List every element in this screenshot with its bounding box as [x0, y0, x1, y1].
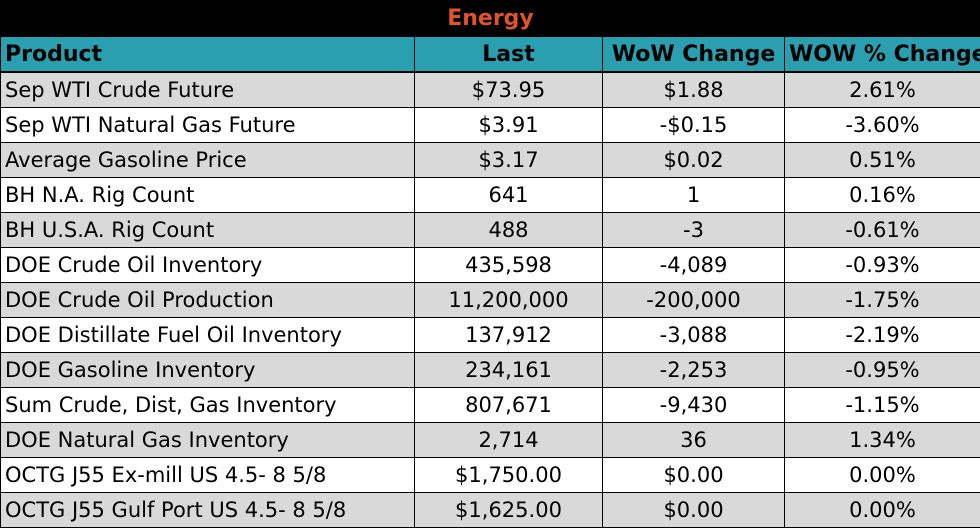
product-cell: Sum Crude, Dist, Gas Inventory — [0, 387, 415, 423]
product-cell: DOE Natural Gas Inventory — [0, 422, 415, 458]
wow-pct-change-cell: 2.61% — [784, 71, 980, 108]
last-cell: 11,200,000 — [414, 282, 603, 318]
table-row: OCTG J55 Gulf Port US 4.5- 8 5/8 $1,625.0… — [0, 492, 980, 528]
wow-pct-change-cell: -2.19% — [784, 317, 980, 353]
wow-pct-change-cell: 0.00% — [784, 457, 980, 493]
table-row: Average Gasoline Price $3.17 $0.02 0.51% — [0, 142, 980, 178]
last-cell: $1,625.00 — [414, 492, 603, 528]
wow-change-cell: -3,088 — [602, 317, 785, 353]
title-row: Energy — [0, 0, 980, 37]
product-cell: BH N.A. Rig Count — [0, 177, 415, 213]
last-cell: 807,671 — [414, 387, 603, 423]
last-cell: 488 — [414, 212, 603, 248]
product-cell: BH U.S.A. Rig Count — [0, 212, 415, 248]
wow-change-cell: $1.88 — [602, 71, 785, 108]
product-cell: Sep WTI Natural Gas Future — [0, 107, 415, 143]
last-cell: 137,912 — [414, 317, 603, 353]
product-cell: Sep WTI Crude Future — [0, 71, 415, 108]
header-row: Product Last WoW Change WOW % Change — [0, 36, 980, 73]
last-cell: 641 — [414, 177, 603, 213]
wow-change-cell: -$0.15 — [602, 107, 785, 143]
last-cell: 435,598 — [414, 247, 603, 283]
wow-change-cell: 1 — [602, 177, 785, 213]
product-cell: DOE Gasoline Inventory — [0, 352, 415, 388]
wow-change-cell: -2,253 — [602, 352, 785, 388]
table-row: Sum Crude, Dist, Gas Inventory 807,671 -9,… — [0, 387, 980, 423]
product-cell: OCTG J55 Gulf Port US 4.5- 8 5/8 — [0, 492, 415, 528]
column-header-wow-pct-change: WOW % Change — [784, 36, 980, 73]
product-cell: DOE Crude Oil Inventory — [0, 247, 415, 283]
last-cell: 2,714 — [414, 422, 603, 458]
wow-pct-change-cell: -1.75% — [784, 282, 980, 318]
wow-pct-change-cell: -0.93% — [784, 247, 980, 283]
table-row: DOE Natural Gas Inventory 2,714 36 1.34% — [0, 422, 980, 458]
table-row: DOE Crude Oil Production 11,200,000 -200,0… — [0, 282, 980, 318]
table-row: DOE Crude Oil Inventory 435,598 -4,089 -0.9… — [0, 247, 980, 283]
product-cell: DOE Crude Oil Production — [0, 282, 415, 318]
wow-pct-change-cell: 0.00% — [784, 492, 980, 528]
column-header-product: Product — [0, 36, 415, 73]
table-row: Sep WTI Natural Gas Future $3.91 -$0.15 -3.… — [0, 107, 980, 143]
wow-change-cell: -9,430 — [602, 387, 785, 423]
table-row: BH U.S.A. Rig Count 488 -3 -0.61% — [0, 212, 980, 248]
product-cell: Average Gasoline Price — [0, 142, 415, 178]
last-cell: 234,161 — [414, 352, 603, 388]
wow-change-cell: -200,000 — [602, 282, 785, 318]
wow-pct-change-cell: 1.34% — [784, 422, 980, 458]
wow-change-cell: -3 — [602, 212, 785, 248]
table-body: Sep WTI Crude Future $73.95 $1.88 2.61% Sep … — [0, 71, 980, 528]
wow-pct-change-cell: -0.95% — [784, 352, 980, 388]
wow-pct-change-cell: -0.61% — [784, 212, 980, 248]
product-cell: DOE Distillate Fuel Oil Inventory — [0, 317, 415, 353]
table-row: DOE Gasoline Inventory 234,161 -2,253 -0.95… — [0, 352, 980, 388]
last-cell: $3.91 — [414, 107, 603, 143]
table-row: Sep WTI Crude Future $73.95 $1.88 2.61% — [0, 71, 980, 108]
wow-change-cell: $0.02 — [602, 142, 785, 178]
last-cell: $73.95 — [414, 71, 603, 108]
last-cell: $1,750.00 — [414, 457, 603, 493]
table-row: DOE Distillate Fuel Oil Inventory 137,912… — [0, 317, 980, 353]
wow-change-cell: 36 — [602, 422, 785, 458]
column-header-last: Last — [414, 36, 603, 73]
wow-pct-change-cell: 0.16% — [784, 177, 980, 213]
column-header-wow-change: WoW Change — [602, 36, 785, 73]
last-cell: $3.17 — [414, 142, 603, 178]
product-cell: OCTG J55 Ex-mill US 4.5- 8 5/8 — [0, 457, 415, 493]
wow-pct-change-cell: -1.15% — [784, 387, 980, 423]
table-row: OCTG J55 Ex-mill US 4.5- 8 5/8 $1,750.00 $… — [0, 457, 980, 493]
wow-change-cell: $0.00 — [602, 492, 785, 528]
wow-change-cell: $0.00 — [602, 457, 785, 493]
wow-change-cell: -4,089 — [602, 247, 785, 283]
wow-pct-change-cell: 0.51% — [784, 142, 980, 178]
wow-pct-change-cell: -3.60% — [784, 107, 980, 143]
table-title: Energy — [0, 0, 980, 37]
table-row: BH N.A. Rig Count 641 1 0.16% — [0, 177, 980, 213]
